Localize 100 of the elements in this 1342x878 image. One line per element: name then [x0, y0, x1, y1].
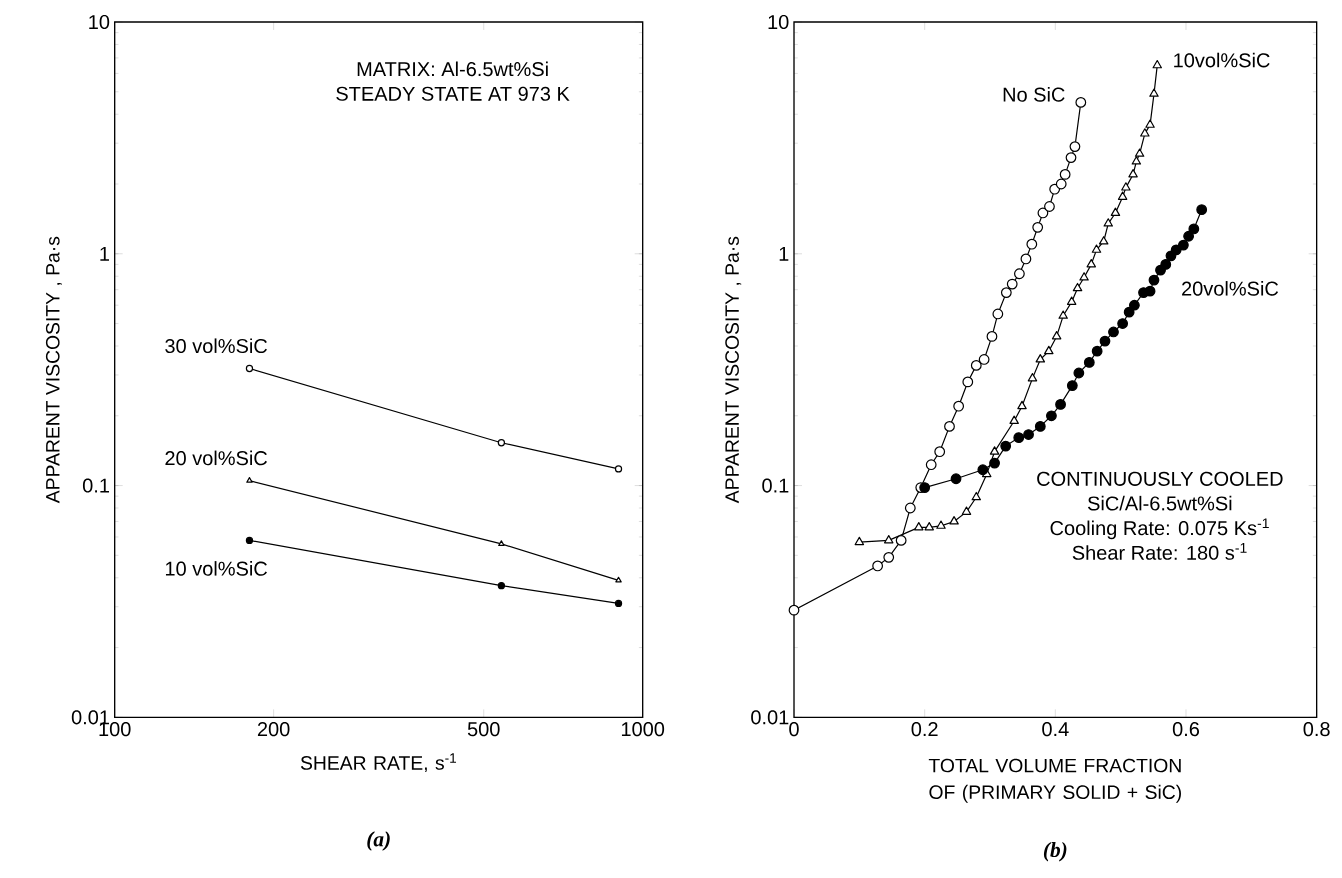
point [1149, 88, 1159, 97]
point [1183, 230, 1195, 242]
y-tick-label: 0.1 [82, 478, 109, 493]
point [788, 604, 800, 616]
series-label: 20vol%SiC [1182, 281, 1279, 296]
y-tick-label: 1 [779, 246, 789, 261]
annotation: Shear Rate: 180 s$^{-1}$ [1072, 543, 1247, 560]
point [919, 482, 931, 493]
point [1000, 440, 1012, 452]
series-label: 10 vol%SiC [165, 561, 268, 576]
point [1091, 244, 1102, 253]
x-axis-title: TOTAL VOLUME FRACTION OF (PRIMARY SOLID + SiC) [928, 758, 1181, 803]
point [953, 400, 965, 412]
point [1058, 310, 1068, 319]
point [1055, 398, 1066, 410]
series-label: 30 vol%SiC [165, 338, 268, 354]
point [1073, 367, 1085, 379]
point [1128, 299, 1140, 311]
point [934, 446, 946, 458]
point [924, 521, 934, 531]
point [1083, 356, 1095, 368]
point [1140, 128, 1150, 137]
point [1066, 296, 1077, 305]
point [1128, 169, 1138, 178]
point [1034, 420, 1046, 432]
point [1091, 345, 1103, 357]
point [914, 521, 924, 531]
point [1017, 400, 1027, 410]
y-axis-title: APPARENT VISCOSITY , Pa·s [725, 236, 742, 504]
point [1046, 410, 1057, 422]
point [883, 551, 895, 563]
point [1072, 282, 1083, 292]
x-tick-label: 200 [257, 722, 290, 737]
point [1131, 156, 1142, 165]
point [1145, 119, 1155, 128]
y-axis-title: APPARENT VISCOSITY , Pa·s [45, 236, 62, 504]
point [970, 359, 982, 371]
point [1014, 268, 1025, 280]
point [1110, 207, 1121, 216]
text: (b) [1043, 842, 1067, 862]
y-tick-label: 0.1 [762, 478, 789, 493]
point [1196, 204, 1208, 216]
point [1099, 335, 1111, 347]
point [1032, 221, 1044, 233]
point [1117, 191, 1128, 200]
point [1117, 318, 1129, 329]
x-tick-label: 0.8 [1303, 722, 1330, 737]
series-label: 10vol%SiC [1174, 52, 1270, 68]
point [1026, 238, 1038, 250]
point [1051, 331, 1062, 340]
point [895, 534, 907, 546]
point [992, 308, 1004, 320]
annotation: STEADY STATE AT 973 K [336, 86, 570, 101]
x-tick-label: 0.4 [1042, 722, 1069, 737]
point [1144, 285, 1156, 297]
point [1044, 345, 1054, 355]
point [1079, 272, 1089, 281]
point [1065, 152, 1077, 163]
point [1152, 59, 1163, 69]
point [1006, 278, 1018, 290]
point [962, 376, 974, 388]
point [1103, 218, 1114, 227]
point [977, 464, 989, 476]
point [1134, 148, 1145, 157]
annotation: MATRIX: Al-6.5wt%Si [357, 61, 548, 77]
point [1188, 223, 1200, 235]
annotation: CONTINUOUSLY COOLED [1037, 471, 1283, 486]
point [936, 520, 946, 529]
point [1075, 96, 1087, 108]
point [1027, 372, 1038, 382]
point [1037, 207, 1049, 219]
point [950, 473, 962, 485]
series-label: No SiC [1003, 87, 1065, 102]
x-tick-label: 500 [467, 722, 500, 737]
point [961, 506, 972, 515]
point [1000, 287, 1012, 299]
point [986, 331, 998, 342]
point [854, 536, 865, 546]
point [1066, 380, 1078, 391]
point [978, 354, 990, 365]
y-tick-label: 10 [768, 14, 789, 30]
x-tick-label: 0.2 [911, 722, 938, 737]
point [944, 420, 955, 432]
point [872, 560, 884, 572]
point [1059, 169, 1071, 180]
point [904, 502, 916, 514]
point [989, 446, 1000, 455]
point [1035, 354, 1046, 363]
x-tick-label: 0.6 [1172, 722, 1200, 737]
point [1044, 201, 1055, 212]
y-tick-label: 10 [89, 14, 110, 30]
point [1013, 432, 1025, 444]
point [1123, 306, 1135, 318]
point [1177, 239, 1189, 251]
point [1020, 253, 1032, 265]
point [1160, 258, 1172, 270]
point [971, 491, 982, 501]
point [925, 459, 937, 471]
point [949, 516, 959, 525]
x-tick-label: 0 [789, 722, 799, 737]
